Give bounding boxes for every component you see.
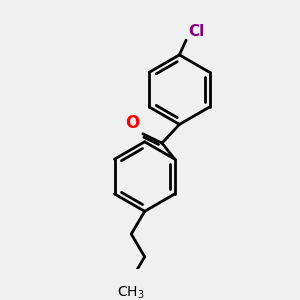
Text: Cl: Cl (188, 24, 204, 39)
Text: O: O (125, 114, 140, 132)
Text: CH$_3$: CH$_3$ (118, 284, 145, 300)
